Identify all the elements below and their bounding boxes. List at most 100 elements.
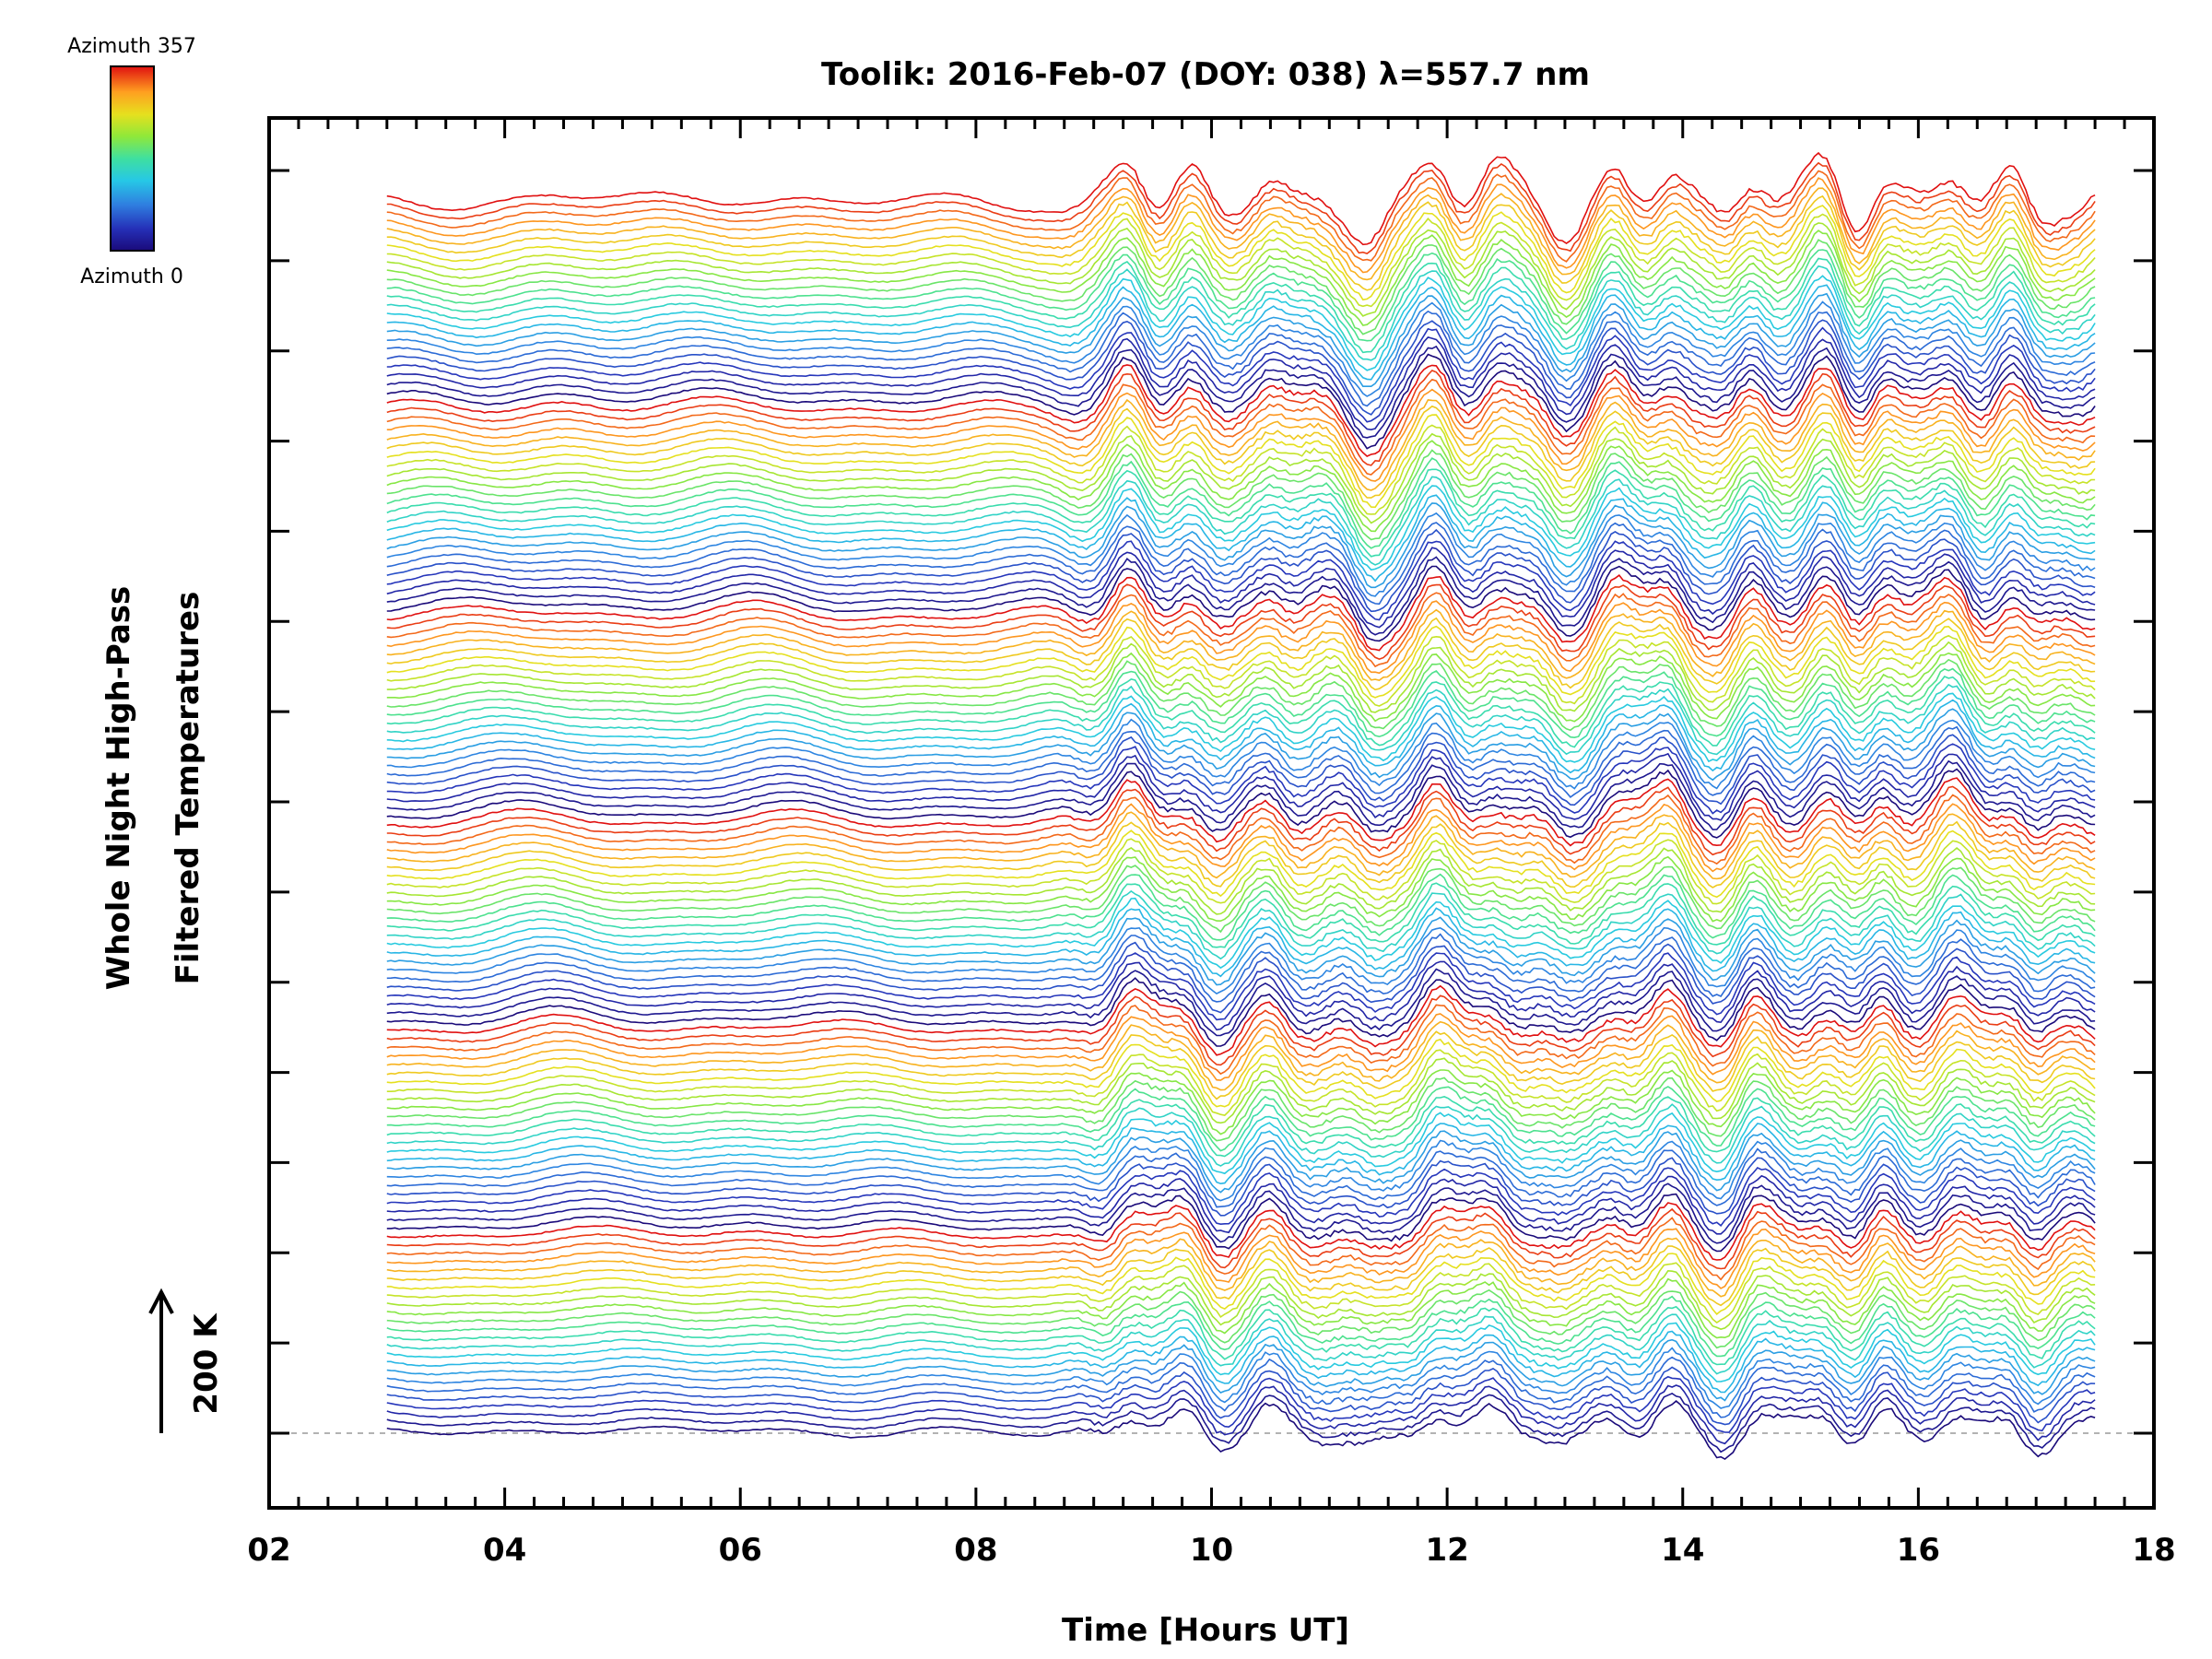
trace-line	[386, 855, 2096, 923]
trace-line	[386, 522, 2096, 606]
trace-line	[386, 994, 2096, 1066]
trace-line	[386, 335, 2096, 431]
trace-line	[386, 1338, 2096, 1402]
trace-line	[386, 424, 2096, 515]
trace-line	[386, 205, 2096, 301]
trace-line	[386, 1347, 2096, 1409]
trace-line	[386, 941, 2096, 1014]
trace-line	[386, 1147, 2096, 1208]
trace-line	[386, 177, 2096, 274]
trace-line	[386, 194, 2096, 291]
trace-line	[386, 734, 2096, 806]
trace-line	[386, 1086, 2096, 1152]
trace-line	[386, 1253, 2096, 1316]
trace-line	[386, 485, 2096, 571]
trace-line	[386, 1174, 2096, 1235]
trace-line	[386, 1049, 2096, 1116]
trace-line	[386, 1228, 2096, 1289]
trace-line	[386, 1182, 2096, 1244]
trace-line	[386, 1193, 2096, 1253]
trace-line	[386, 213, 2096, 308]
trace-line	[386, 1375, 2096, 1433]
trace-line	[386, 960, 2096, 1031]
trace-line	[386, 310, 2096, 407]
trace-line	[386, 1020, 2096, 1091]
trace-line	[386, 1139, 2096, 1202]
trace-line	[386, 398, 2096, 491]
trace-line	[386, 1313, 2096, 1375]
trace-line	[386, 229, 2096, 326]
trace-line	[386, 634, 2096, 707]
trace-line	[386, 1157, 2096, 1217]
trace-line	[386, 830, 2096, 899]
trace-line	[386, 468, 2096, 558]
trace-line	[386, 1322, 2096, 1382]
trace-line	[386, 1269, 2096, 1330]
trace-lines	[386, 151, 2096, 1461]
trace-line	[386, 699, 2096, 774]
trace-line	[386, 600, 2096, 675]
trace-line	[386, 326, 2096, 423]
trace-line	[386, 952, 2096, 1021]
trace-line	[386, 889, 2096, 960]
trace-line	[386, 1096, 2096, 1158]
trace-line	[386, 565, 2096, 642]
trace-line	[386, 1295, 2096, 1358]
trace-line	[386, 583, 2096, 660]
trace-line	[386, 1004, 2096, 1076]
trace-line	[386, 803, 2096, 873]
trace-line	[386, 432, 2096, 524]
trace-line	[386, 170, 2096, 263]
trace-line	[386, 1392, 2096, 1453]
trace-line	[386, 1202, 2096, 1261]
colorbar-bottom-label: Azimuth 0	[80, 265, 183, 288]
colorbar-top-label: Azimuth 357	[67, 35, 196, 58]
trace-line	[386, 364, 2096, 457]
trace-line	[386, 1288, 2096, 1349]
x-tick-label: 14	[1661, 1532, 1704, 1569]
trace-line	[386, 811, 2096, 880]
trace-line	[386, 1237, 2096, 1298]
trace-line	[386, 658, 2096, 732]
x-tick-label: 18	[2132, 1532, 2175, 1569]
trace-line	[386, 608, 2096, 681]
y-axis-label: Whole Night High-Pass Filtered Temperatu…	[100, 586, 206, 991]
trace-line	[386, 405, 2096, 499]
trace-line	[386, 1057, 2096, 1124]
trace-line	[386, 476, 2096, 566]
trace-line	[386, 388, 2096, 482]
trace-line	[386, 292, 2096, 388]
trace-line	[386, 984, 2096, 1056]
trace-line	[386, 440, 2096, 533]
trace-line	[386, 284, 2096, 381]
trace-line	[386, 968, 2096, 1037]
trace-line	[386, 275, 2096, 371]
trace-line	[386, 300, 2096, 397]
trace-line	[386, 187, 2096, 281]
trace-line	[386, 414, 2096, 509]
trace-line	[386, 617, 2096, 691]
y-axis-ticks	[269, 169, 2154, 1435]
trace-line	[386, 794, 2096, 865]
trace-line	[386, 319, 2096, 416]
trace-line	[386, 512, 2096, 597]
trace-line	[386, 977, 2096, 1047]
trace-line	[386, 1384, 2096, 1445]
trace-line	[386, 1167, 2096, 1227]
trace-line	[386, 873, 2096, 941]
trace-line	[386, 449, 2096, 541]
trace-line	[386, 692, 2096, 763]
trace-line	[386, 897, 2096, 970]
trace-line	[386, 683, 2096, 756]
y-axis-label-line2: Filtered Temperatures	[170, 592, 206, 985]
trace-line	[386, 1262, 2096, 1324]
trace-line	[386, 239, 2096, 335]
trace-line	[386, 1330, 2096, 1394]
trace-line	[386, 1103, 2096, 1167]
trace-line	[386, 907, 2096, 978]
trace-line	[386, 625, 2096, 699]
x-tick-label: 08	[954, 1532, 997, 1569]
scale-bar-label: 200 K	[188, 1312, 225, 1415]
trace-line	[386, 676, 2096, 748]
x-tick-label: 10	[1190, 1532, 1233, 1569]
